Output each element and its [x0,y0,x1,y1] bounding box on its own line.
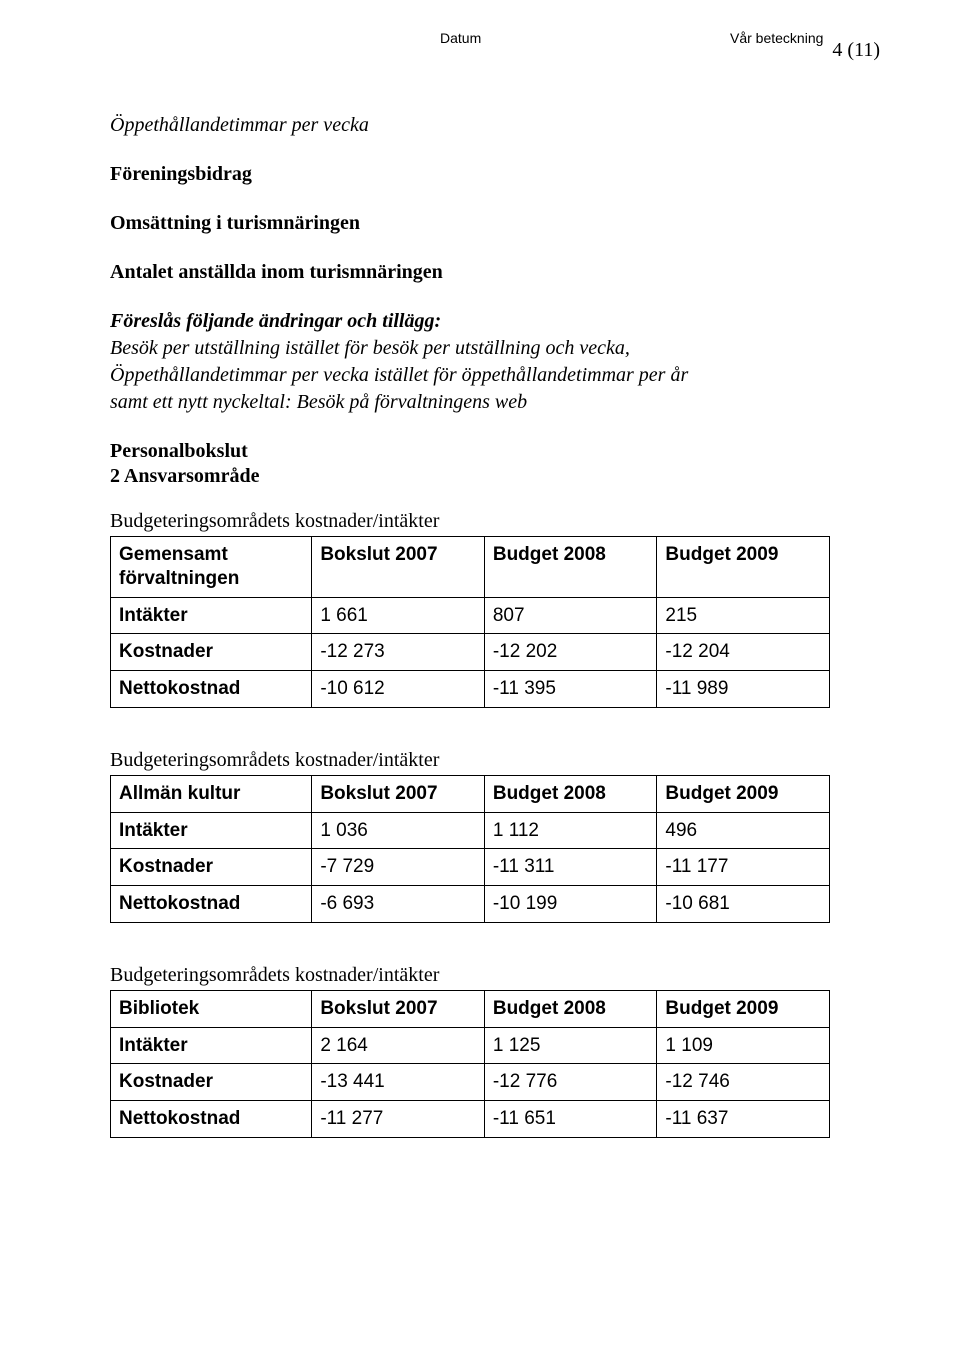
col-budget2008: Budget 2008 [484,990,657,1027]
table-header-row: Bibliotek Bokslut 2007 Budget 2008 Budge… [111,990,830,1027]
cell: -12 746 [657,1064,830,1101]
table-allman-kultur: Allmän kultur Bokslut 2007 Budget 2008 B… [110,775,830,923]
cell: -11 177 [657,849,830,886]
table-row: Intäkter 2 164 1 125 1 109 [111,1027,830,1064]
cell: -11 277 [312,1101,485,1138]
line-besok-b: Öppethållandetimmar per vecka istället f… [110,363,880,388]
table-row: Nettokostnad -6 693 -10 199 -10 681 [111,886,830,923]
cell: -11 989 [657,671,830,708]
cell: 1 661 [312,597,485,634]
header-datum-label: Datum [440,30,481,48]
cell: 1 109 [657,1027,830,1064]
table-bibliotek: Bibliotek Bokslut 2007 Budget 2008 Budge… [110,990,830,1138]
cell: -10 681 [657,886,830,923]
cell: 1 112 [484,812,657,849]
cell: -11 395 [484,671,657,708]
table3-caption: Budgeteringsområdets kostnader/intäkter [110,963,880,988]
cell: -10 612 [312,671,485,708]
table1-caption: Budgeteringsområdets kostnader/intäkter [110,509,880,534]
line-oppethallande: Öppethållandetimmar per vecka [110,113,880,138]
cell: -12 273 [312,634,485,671]
line-antalet: Antalet anställda inom turismnäringen [110,260,880,285]
line-foreslas: Föreslås följande ändringar och tillägg: [110,309,880,334]
row-label: Nettokostnad [111,671,312,708]
line-besok-c: samt ett nytt nyckeltal: Besök på förval… [110,390,880,415]
table-row: Kostnader -12 273 -12 202 -12 204 [111,634,830,671]
table3-title: Bibliotek [111,990,312,1027]
col-bokslut: Bokslut 2007 [312,990,485,1027]
cell: 215 [657,597,830,634]
row-label: Nettokostnad [111,1101,312,1138]
col-budget2008: Budget 2008 [484,537,657,598]
table-row: Kostnader -7 729 -11 311 -11 177 [111,849,830,886]
row-label: Kostnader [111,1064,312,1101]
cell: -12 204 [657,634,830,671]
col-budget2009: Budget 2009 [657,537,830,598]
cell: -12 202 [484,634,657,671]
cell: 1 125 [484,1027,657,1064]
table-row: Kostnader -13 441 -12 776 -12 746 [111,1064,830,1101]
line-foreningsbidrag: Föreningsbidrag [110,162,880,187]
table-row: Nettokostnad -10 612 -11 395 -11 989 [111,671,830,708]
col-bokslut: Bokslut 2007 [312,775,485,812]
cell: -10 199 [484,886,657,923]
col-budget2009: Budget 2009 [657,990,830,1027]
row-label: Intäkter [111,1027,312,1064]
table-gemensamt: Gemensamt förvaltningen Bokslut 2007 Bud… [110,536,830,708]
cell: 2 164 [312,1027,485,1064]
table-row: Intäkter 1 661 807 215 [111,597,830,634]
cell: -6 693 [312,886,485,923]
row-label: Intäkter [111,597,312,634]
row-label: Kostnader [111,849,312,886]
cell: -11 637 [657,1101,830,1138]
row-label: Nettokostnad [111,886,312,923]
row-label: Kostnader [111,634,312,671]
table-row: Intäkter 1 036 1 112 496 [111,812,830,849]
cell: 496 [657,812,830,849]
cell: -13 441 [312,1064,485,1101]
table-row: Nettokostnad -11 277 -11 651 -11 637 [111,1101,830,1138]
table-header-row: Gemensamt förvaltningen Bokslut 2007 Bud… [111,537,830,598]
col-budget2008: Budget 2008 [484,775,657,812]
line-besok-a: Besök per utställning istället för besök… [110,336,880,361]
cell: -7 729 [312,849,485,886]
cell: -11 311 [484,849,657,886]
table2-caption: Budgeteringsområdets kostnader/intäkter [110,748,880,773]
line-omsattning: Omsättning i turismnäringen [110,211,880,236]
col-bokslut: Bokslut 2007 [312,537,485,598]
header-ref-label: Vår beteckning [730,30,823,48]
table-header-row: Allmän kultur Bokslut 2007 Budget 2008 B… [111,775,830,812]
cell: -12 776 [484,1064,657,1101]
table2-title: Allmän kultur [111,775,312,812]
row-label: Intäkter [111,812,312,849]
col-budget2009: Budget 2009 [657,775,830,812]
cell: 1 036 [312,812,485,849]
cell: -11 651 [484,1101,657,1138]
heading-ansvarsomrade: 2 Ansvarsområde [110,464,880,489]
cell: 807 [484,597,657,634]
heading-personalbokslut: Personalbokslut [110,439,880,464]
table1-title: Gemensamt förvaltningen [111,537,312,598]
